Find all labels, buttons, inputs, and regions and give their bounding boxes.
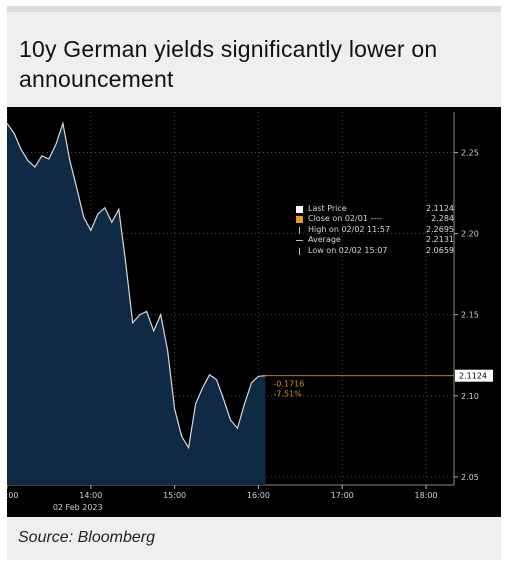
low-tick-icon [299,247,300,255]
legend-label: Average [308,235,341,245]
last-price-box [455,369,493,382]
legend-label: Last Price [308,204,347,213]
legend-value: 2.1124 [426,204,454,213]
y-tick-label: 2.25 [461,149,479,158]
y-tick-label: 2.15 [461,311,479,320]
source-note: Source: Bloomberg [18,529,155,546]
legend-row-last-price: Last Price 2.1124 [289,204,457,214]
white-square-icon [296,206,303,213]
legend-row-average: Average 2.2131 [289,235,457,245]
chart-title: 10y German yields significantly lower on… [19,36,438,92]
y-tick-label: 2.20 [461,230,479,239]
legend-label: Close on 02/01 ---- [308,214,382,224]
change-pct-label: -7.51% [273,390,302,399]
x-tick-label: 14:00 [79,491,102,500]
legend-value: 2.2695 [426,224,454,234]
chart-area: 2.05 2.10 2.15 2.20 2.25 13:00 14:00 15:00 16:00… [7,107,501,517]
legend-row-close: Close on 02/01 ---- 2.284 [289,214,457,224]
legend-row-high: High on 02/02 11:57 2.2695 [289,225,457,235]
x-tick-label: 17:00 [331,491,354,500]
x-date-label: 02 Feb 2023 [53,503,103,512]
chart-card: 10y German yields significantly lower on… [7,6,501,560]
y-tick-label: 2.10 [461,392,479,401]
legend-label: Low on 02/02 15:07 [308,245,388,255]
x-tick-label: 18:00 [415,491,438,500]
x-tick-label: 15:00 [163,491,186,500]
legend-row-low: Low on 02/02 15:07 2.0659 [289,246,457,256]
x-tick-label: 13:00 [7,491,19,500]
series-line [7,121,266,450]
orange-square-icon [296,216,303,224]
yield-chart: 2.05 2.10 2.15 2.20 2.25 13:00 14:00 15:00 16:00… [7,112,493,512]
average-line-icon [296,240,303,242]
legend-value: 2.2131 [426,235,454,245]
y-tick-label: 2.05 [461,473,479,482]
chart-legend: Last Price 2.1124 Close on 02/01 ---- 2.… [289,204,457,268]
series-area [7,123,266,486]
legend-label: High on 02/02 11:57 [308,224,391,234]
legend-value: 2.284 [431,214,454,224]
last-price-label: 2.1124 [459,372,487,381]
high-tick-icon [299,226,300,234]
change-label: -0.1716 [273,380,304,389]
x-tick-label: 16:00 [247,491,270,500]
legend-value: 2.0659 [426,245,454,255]
